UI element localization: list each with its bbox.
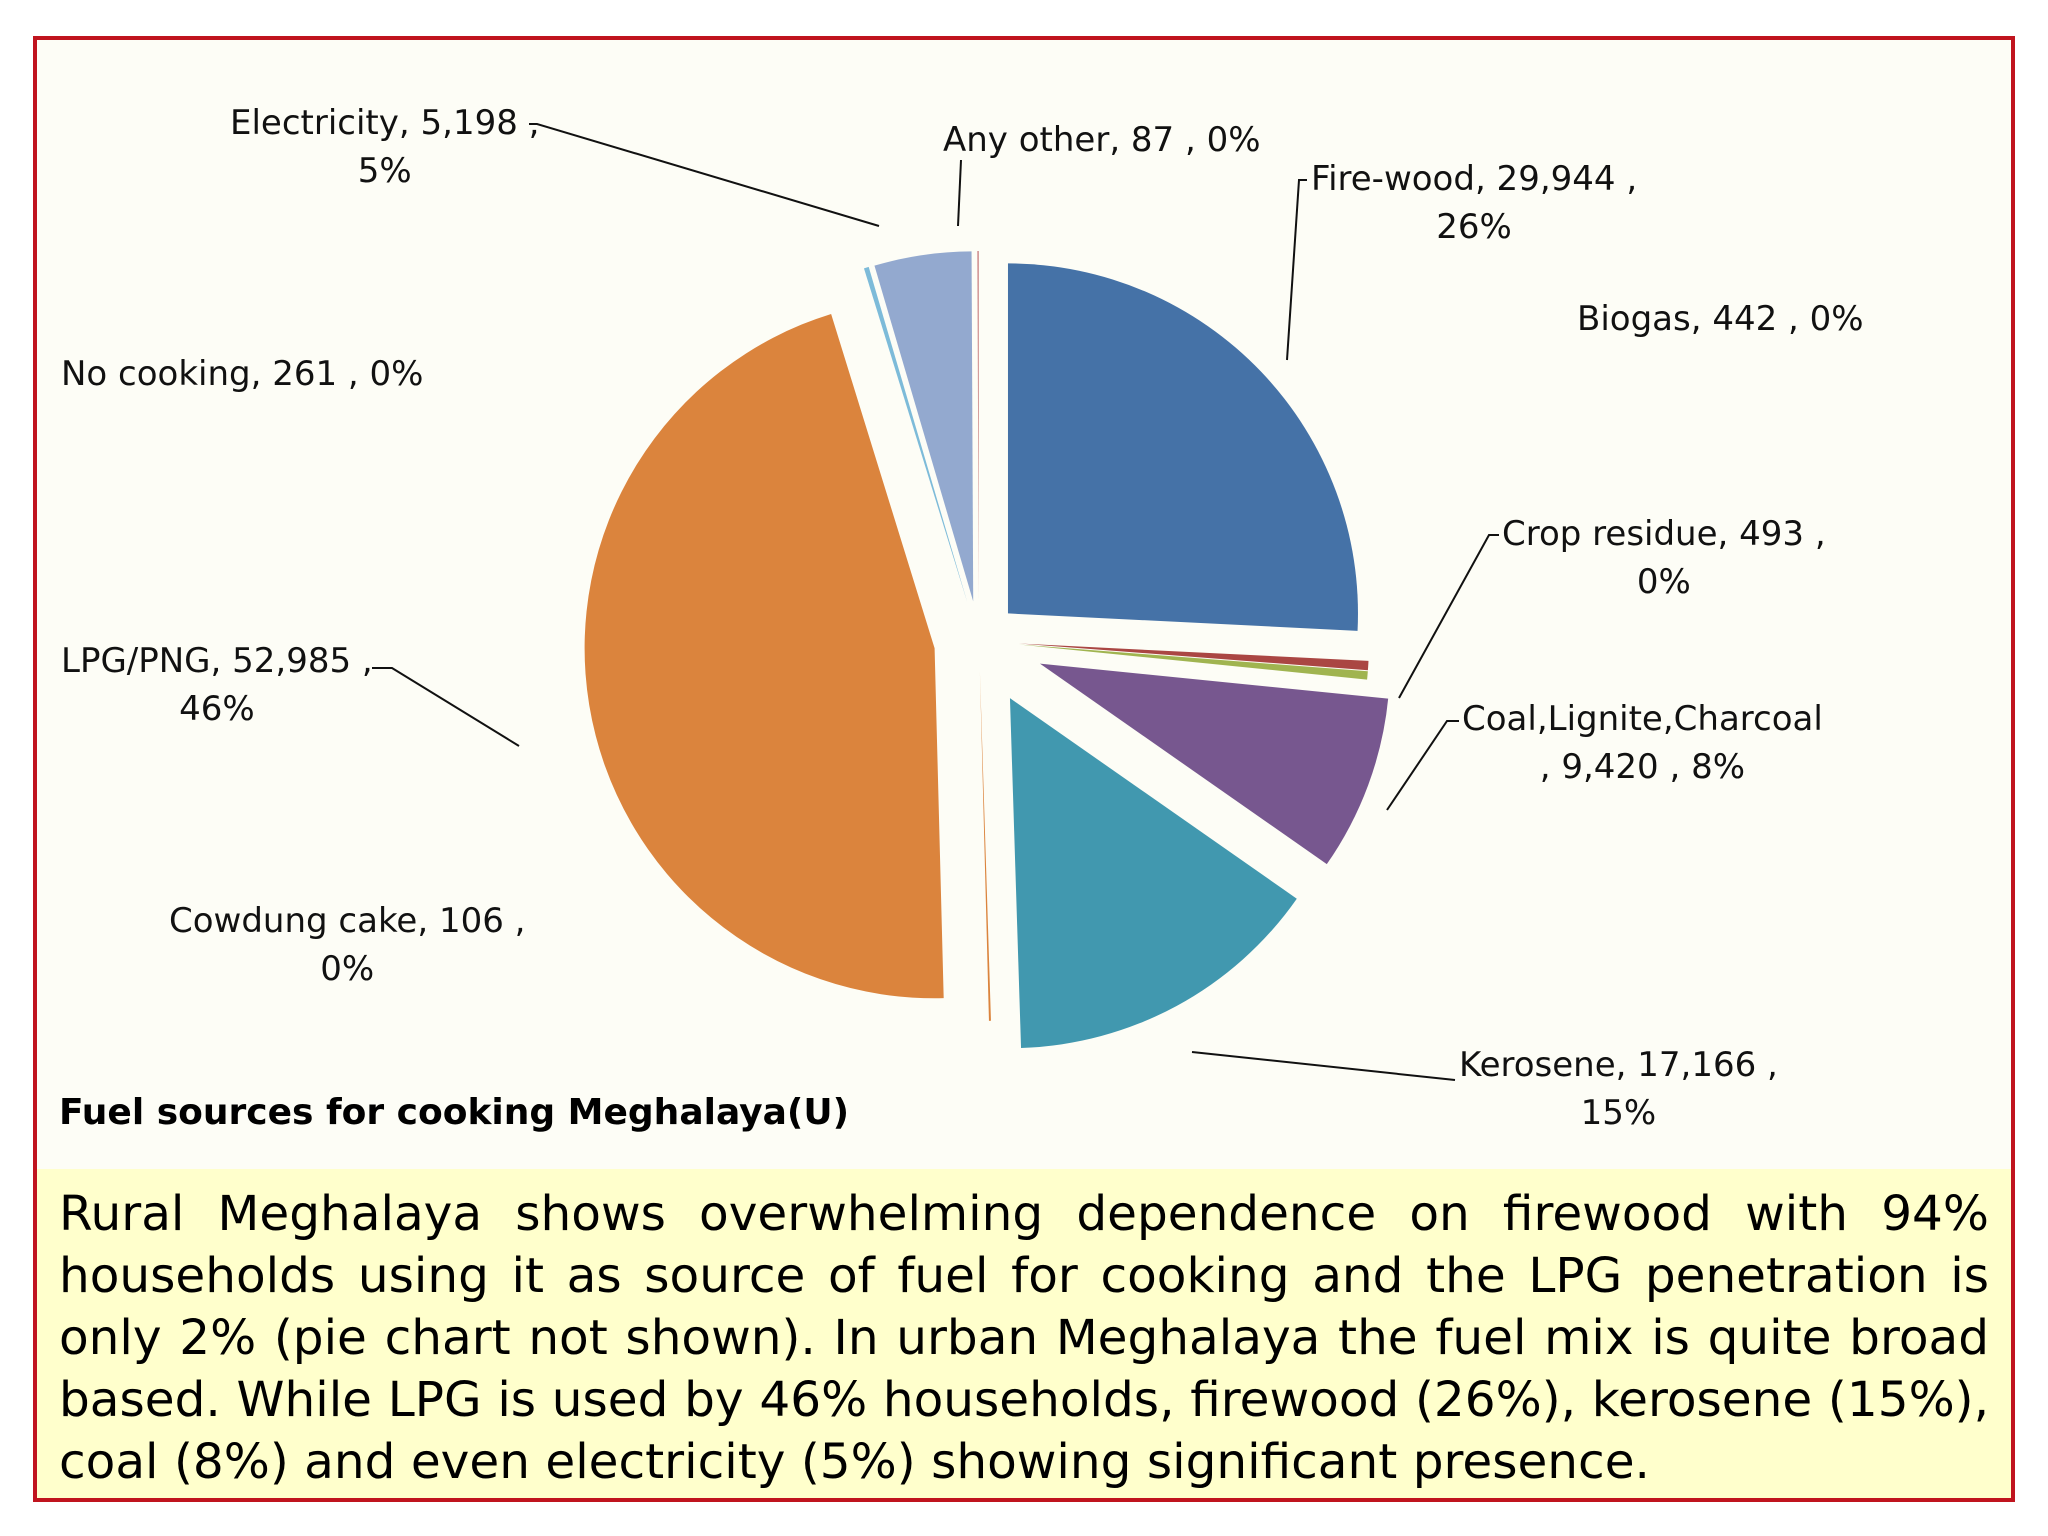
- slice-label: Any other, 87 , 0%: [943, 120, 1261, 160]
- leader-line: [957, 159, 962, 227]
- slide-frame: Fire-wood, 29,944 , 26% Crop residue, 493 …: [33, 36, 2015, 1502]
- pie-chart: Fire-wood, 29,944 , 26% Crop residue, 493 …: [61, 103, 1864, 1133]
- slice-label-line: No cooking, 261 , 0%: [61, 354, 423, 394]
- slice-label-line: 0%: [320, 949, 374, 989]
- pie-slice-cowdung-cake: [979, 670, 991, 1021]
- slice-label: Biogas, 442 , 0%: [1577, 299, 1864, 339]
- pie-slice-any-other: [977, 251, 979, 602]
- leader-line: [529, 123, 880, 227]
- slice-label-line: Coal,Lignite,Charcoal: [1462, 699, 1823, 739]
- slice-label: Electricity, 5,198 , 5%: [230, 103, 539, 191]
- leader-line: [1398, 534, 1499, 699]
- slice-label-line: 15%: [1581, 1093, 1657, 1133]
- slice-label-line: Cowdung cake, 106 ,: [169, 901, 525, 941]
- leader-line: [372, 667, 520, 747]
- pie-slices: [584, 251, 1389, 1048]
- slice-label-line: Electricity, 5,198 ,: [230, 103, 539, 143]
- pie-slice-fire-wood: [1007, 263, 1358, 631]
- slice-label-line: Fire-wood, 29,944 ,: [1311, 159, 1637, 199]
- slice-label: Fire-wood, 29,944 , 26%: [1311, 159, 1637, 247]
- pie-slice-electricity: [874, 251, 974, 602]
- caption-box: Rural Meghalaya shows overwhelming depen…: [37, 1169, 2011, 1498]
- pie-slice-biogas: [1018, 644, 1368, 680]
- slice-label-line: 5%: [358, 151, 412, 191]
- slice-label: Cowdung cake, 106 , 0%: [169, 901, 525, 989]
- slice-label-line: 0%: [1637, 562, 1691, 602]
- pie-slice-coal-lignite-charcoal: [1039, 663, 1389, 865]
- leader-line: [1386, 720, 1459, 811]
- pie-slice-lpg-png: [584, 313, 944, 999]
- slice-label: Crop residue, 493 , 0%: [1502, 514, 1826, 602]
- pie-slice-crop-residue: [1018, 643, 1369, 671]
- pie-slice-kerosene: [1009, 698, 1297, 1048]
- slice-label-line: Kerosene, 17,166 ,: [1459, 1045, 1778, 1085]
- leader-line: [1191, 1051, 1456, 1081]
- slice-label: Coal,Lignite,Charcoal , 9,420 , 8%: [1462, 699, 1823, 787]
- caption-text: Rural Meghalaya shows overwhelming depen…: [59, 1186, 1989, 1490]
- chart-title: Fuel sources for cooking Meghalaya(U): [59, 1092, 850, 1133]
- slice-label-line: Crop residue, 493 ,: [1502, 514, 1826, 554]
- slice-label-line: 26%: [1436, 207, 1512, 247]
- slice-label-line: , 9,420 , 8%: [1540, 747, 1745, 787]
- pie-slice-no-cooking: [863, 266, 968, 603]
- leader-lines: [372, 123, 1499, 1081]
- slice-label: No cooking, 261 , 0%: [61, 354, 423, 394]
- slice-label-line: Any other, 87 , 0%: [943, 120, 1261, 160]
- slice-label: Kerosene, 17,166 , 15%: [1459, 1045, 1778, 1133]
- slice-label-line: Biogas, 442 , 0%: [1577, 299, 1864, 339]
- slice-label: LPG/PNG, 52,985 , 46%: [61, 641, 373, 729]
- leader-line: [1286, 179, 1307, 361]
- slice-label-line: LPG/PNG, 52,985 ,: [61, 641, 373, 681]
- slice-label-line: 46%: [179, 689, 255, 729]
- slice-labels: Fire-wood, 29,944 , 26% Crop residue, 493 …: [61, 103, 1864, 1133]
